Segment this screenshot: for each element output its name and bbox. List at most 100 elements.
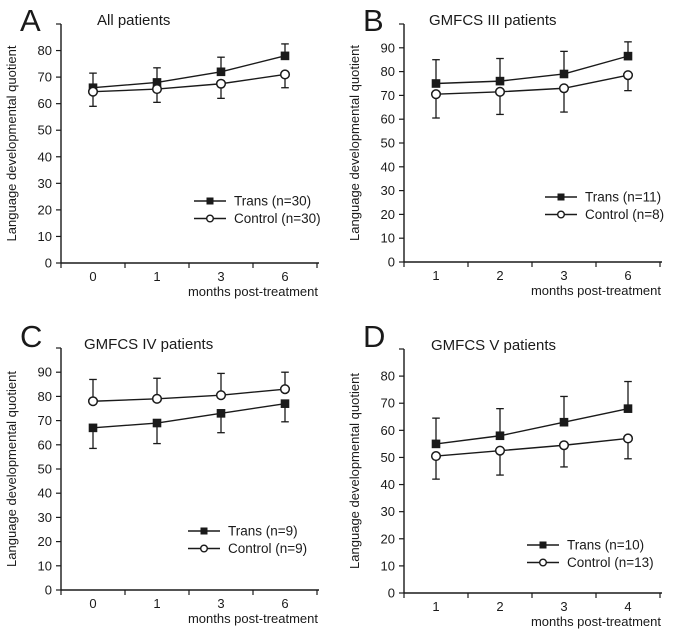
filled-square-marker <box>559 69 569 79</box>
y-axis-title: Language developmental quotient <box>347 373 362 569</box>
y-tick-label: 30 <box>381 183 395 198</box>
x-tick-label: 3 <box>560 268 567 283</box>
x-tick-label: 1 <box>432 599 439 614</box>
filled-square-marker <box>152 78 162 87</box>
x-tick-label: 1 <box>432 268 439 283</box>
y-tick-label: 20 <box>38 202 52 217</box>
y-tick-label: 70 <box>38 70 52 85</box>
y-tick-label: 60 <box>381 112 395 127</box>
legend-label: Trans (n=30) <box>234 194 311 209</box>
legend-label: Trans (n=9) <box>228 524 298 539</box>
y-axis-title: Language developmental quotient <box>4 371 19 567</box>
y-tick-label: 10 <box>381 558 395 573</box>
panel-title: GMFCS V patients <box>431 337 556 354</box>
open-circle-marker <box>558 83 570 94</box>
y-tick-label: 20 <box>381 207 395 222</box>
panel-title: GMFCS IV patients <box>84 336 213 353</box>
filled-square-marker <box>216 409 226 418</box>
open-circle-marker <box>558 440 570 451</box>
y-tick-label: 30 <box>38 176 52 191</box>
open-circle-marker <box>279 384 291 395</box>
panel-letter: A <box>20 3 41 38</box>
y-tick-label: 40 <box>38 486 52 501</box>
y-axis-title: Language developmental quotient <box>4 45 19 241</box>
x-axis-title: months post-treatment <box>188 284 318 299</box>
y-tick-label: 90 <box>38 365 52 380</box>
legend-filled-square-marker <box>539 541 547 549</box>
filled-square-marker <box>623 51 633 61</box>
y-tick-label: 70 <box>381 396 395 411</box>
legend-label: Control (n=30) <box>234 211 321 226</box>
x-tick-label: 2 <box>496 268 503 283</box>
panel-letter: B <box>363 3 384 38</box>
x-tick-label: 0 <box>89 269 96 284</box>
panel-d-chart: D GMFCS V patients 0 10 20 30 40 50 60 70 80 Langua… <box>347 319 662 629</box>
x-tick-label: 4 <box>624 599 631 614</box>
legend-filled-square-marker <box>206 197 214 205</box>
y-tick-label: 30 <box>38 510 52 525</box>
panel-title: GMFCS III patients <box>429 12 557 29</box>
open-circle-marker <box>151 84 163 95</box>
legend-label: Control (n=13) <box>567 555 654 570</box>
x-tick-label: 1 <box>153 269 160 284</box>
y-tick-label: 10 <box>38 229 52 244</box>
open-circle-marker <box>494 445 506 456</box>
series-line <box>435 55 629 85</box>
filled-square-marker <box>431 79 441 88</box>
y-tick-label: 60 <box>38 437 52 452</box>
y-tick-label: 20 <box>38 534 52 549</box>
y-tick-label: 70 <box>381 88 395 103</box>
y-tick-label: 30 <box>381 504 395 519</box>
legend-label: Trans (n=11) <box>585 190 661 205</box>
open-circle-marker <box>430 451 442 462</box>
y-tick-label: 40 <box>381 477 395 492</box>
panel-c: C GMFCS IV patients 0 10 20 30 40 50 60 70 80 90 Lan… <box>0 316 342 632</box>
panel-letter: D <box>363 319 385 354</box>
y-tick-label: 80 <box>38 389 52 404</box>
y-tick-label: 80 <box>381 369 395 384</box>
series-line <box>435 407 629 445</box>
y-tick-label: 40 <box>38 149 52 164</box>
y-tick-label: 0 <box>45 256 52 271</box>
series-line <box>92 402 286 429</box>
y-tick-label: 10 <box>38 558 52 573</box>
x-tick-label: 3 <box>217 596 224 611</box>
x-tick-label: 1 <box>153 596 160 611</box>
legend-filled-square-marker <box>200 527 208 535</box>
legend-open-circle-marker <box>538 558 547 567</box>
filled-square-marker <box>559 417 569 427</box>
y-tick-label: 0 <box>388 586 395 601</box>
y-tick-label: 60 <box>381 423 395 438</box>
y-axis-title: Language developmental quotient <box>347 45 362 241</box>
y-tick-label: 40 <box>381 159 395 174</box>
legend-label: Control (n=9) <box>228 541 307 556</box>
panel-title: All patients <box>97 12 170 29</box>
legend-label: Trans (n=10) <box>567 538 644 553</box>
x-tick-label: 2 <box>496 599 503 614</box>
filled-square-marker <box>495 76 505 86</box>
series-line <box>92 73 286 93</box>
x-tick-label: 6 <box>624 268 631 283</box>
x-tick-label: 6 <box>281 596 288 611</box>
x-tick-label: 6 <box>281 269 288 284</box>
y-tick-label: 0 <box>388 255 395 270</box>
open-circle-marker <box>87 86 99 97</box>
filled-square-marker <box>280 399 290 408</box>
y-tick-label: 70 <box>38 413 52 428</box>
panel-d: D GMFCS V patients 0 10 20 30 40 50 60 70 80 Langua… <box>343 316 685 632</box>
series-line <box>92 55 286 89</box>
legend-label: Control (n=8) <box>585 207 664 222</box>
panel-letter: C <box>20 319 42 354</box>
open-circle-marker <box>87 396 99 407</box>
y-tick-label: 80 <box>38 43 52 58</box>
x-axis-title: months post-treatment <box>188 611 318 626</box>
x-axis-title: months post-treatment <box>531 283 661 298</box>
y-tick-label: 0 <box>45 583 52 598</box>
y-tick-label: 50 <box>38 462 52 477</box>
series-line <box>435 437 629 457</box>
panel-a: A All patients 0 10 20 30 40 50 60 70 80 Language d… <box>0 0 342 316</box>
legend-open-circle-marker <box>556 210 565 219</box>
open-circle-marker <box>494 86 506 97</box>
filled-square-marker <box>88 423 98 433</box>
y-tick-label: 10 <box>381 231 395 246</box>
